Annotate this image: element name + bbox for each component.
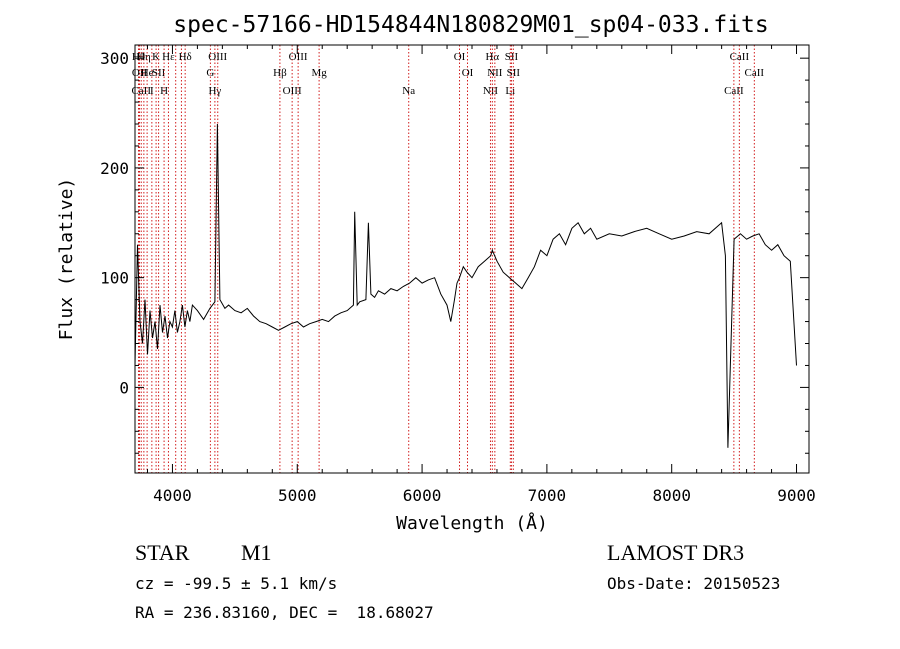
line-marker-label: Na <box>402 85 415 97</box>
line-marker-label: Hγ <box>208 85 221 97</box>
y-tick-label: 300 <box>100 49 129 68</box>
coordinates-readout: RA = 236.83160, DEC = 18.68027 <box>135 603 434 622</box>
plot-frame <box>134 44 810 474</box>
series-layer <box>134 123 797 448</box>
line-marker-label: OI <box>462 67 474 79</box>
line-marker-label: SII <box>152 67 166 79</box>
line-marker-label: OIII <box>289 51 308 63</box>
line-marker-label: H <box>160 85 168 97</box>
x-tick-label: 5000 <box>278 486 317 505</box>
line-marker-label: NII <box>487 67 503 79</box>
line-marker-label: OIII <box>208 51 227 63</box>
y-axis-label: Flux (relative) <box>56 178 77 341</box>
obs-date: Obs-Date: 20150523 <box>607 574 780 593</box>
series-line <box>134 123 797 448</box>
line-marker-label: OIII <box>283 85 302 97</box>
line-marker-label: CaII <box>745 67 765 79</box>
line-marker-label: K <box>152 51 160 63</box>
line-marker-label: OI <box>454 51 466 63</box>
x-tick-label: 4000 <box>153 486 192 505</box>
line-marker-label: NII <box>483 85 499 97</box>
x-tick-label: 6000 <box>403 486 442 505</box>
line-marker-label: I <box>150 85 154 97</box>
x-axis-label: Wavelength (Å) <box>396 512 548 534</box>
x-tick-label: 8000 <box>652 486 691 505</box>
x-tick-label: 9000 <box>777 486 816 505</box>
line-marker-label: CaII <box>724 85 744 97</box>
line-marker-label: Hβ <box>273 67 287 79</box>
survey-label: LAMOST DR3 <box>607 540 744 565</box>
line-marker-label: Hη <box>137 51 151 63</box>
line-marker-label: Mg <box>311 67 327 79</box>
line-marker-label: G <box>206 67 214 79</box>
line-marker-label: CaII <box>730 51 750 63</box>
line-marker-label: CaII <box>131 85 151 97</box>
line-marker-label: Hα <box>485 51 499 63</box>
line-marker-label: Hε <box>162 51 175 63</box>
chart-title: spec-57166-HD154844N180829M01_sp04-033.f… <box>173 12 768 38</box>
subclass-label: M1 <box>241 540 272 565</box>
y-tick-label: 200 <box>100 159 129 178</box>
y-tick-label: 100 <box>100 269 129 288</box>
y-axis: 0 100 200 300 <box>100 49 809 454</box>
line-marker-label: SII <box>507 67 521 79</box>
line-marker-label: Hδ <box>179 51 192 63</box>
line-marker-label: SII <box>505 51 519 63</box>
x-axis: 4000 5000 6000 7000 8000 9000 <box>146 45 816 505</box>
x-tick-label: 7000 <box>528 486 567 505</box>
y-tick-label: 0 <box>119 378 129 397</box>
line-marker-label: Li <box>505 85 515 97</box>
cz-readout: cz = -99.5 ± 5.1 km/s <box>135 574 337 593</box>
class-label: STAR <box>135 540 190 565</box>
line-marker-label: He <box>141 67 154 79</box>
